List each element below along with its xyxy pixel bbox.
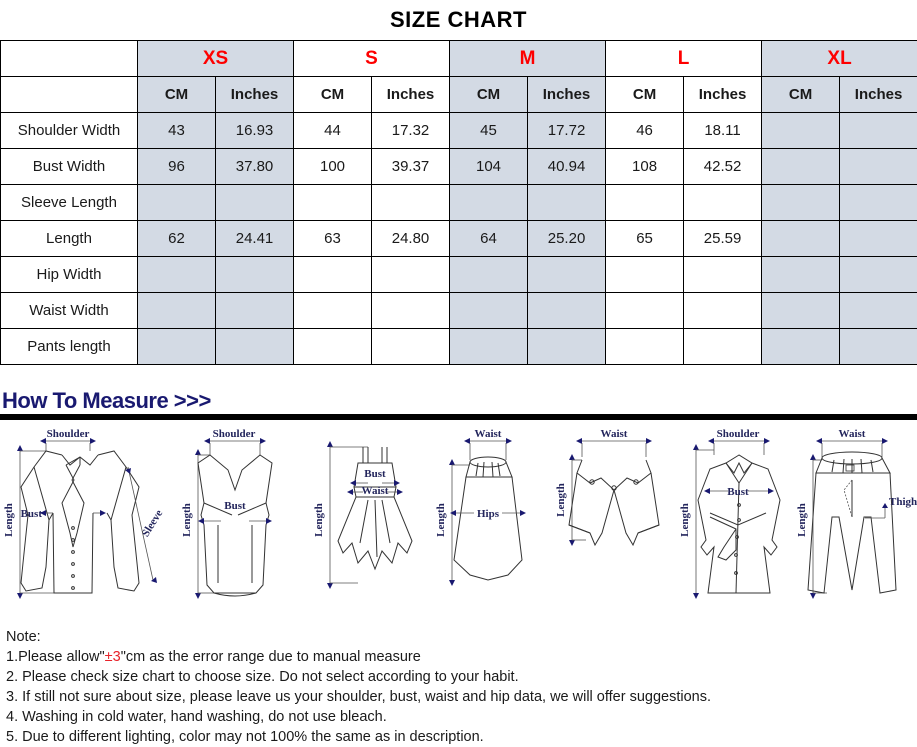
svg-text:Hips: Hips xyxy=(477,508,500,520)
svg-text:Shoulder: Shoulder xyxy=(213,428,256,440)
svg-text:Bust: Bust xyxy=(727,486,749,498)
svg-text:Shoulder: Shoulder xyxy=(47,428,90,440)
svg-text:Bust: Bust xyxy=(224,500,246,512)
svg-text:Sleeve: Sleeve xyxy=(140,508,166,539)
svg-text:Bust: Bust xyxy=(364,468,386,480)
svg-text:Waist: Waist xyxy=(475,428,502,440)
svg-text:Length: Length xyxy=(435,503,447,537)
svg-text:Length: Length xyxy=(555,483,567,517)
svg-text:Length: Length xyxy=(796,503,808,537)
svg-text:Length: Length xyxy=(3,503,15,537)
svg-text:Waist: Waist xyxy=(362,485,389,497)
svg-text:Length: Length xyxy=(679,503,691,537)
svg-text:Length: Length xyxy=(313,503,325,537)
svg-text:Waist: Waist xyxy=(601,428,628,440)
svg-text:Waist: Waist xyxy=(839,428,866,440)
svg-text:Bust: Bust xyxy=(21,508,43,520)
svg-text:Length: Length xyxy=(181,503,193,537)
svg-text:Thigh: Thigh xyxy=(889,496,917,508)
svg-text:Shoulder: Shoulder xyxy=(717,428,760,440)
